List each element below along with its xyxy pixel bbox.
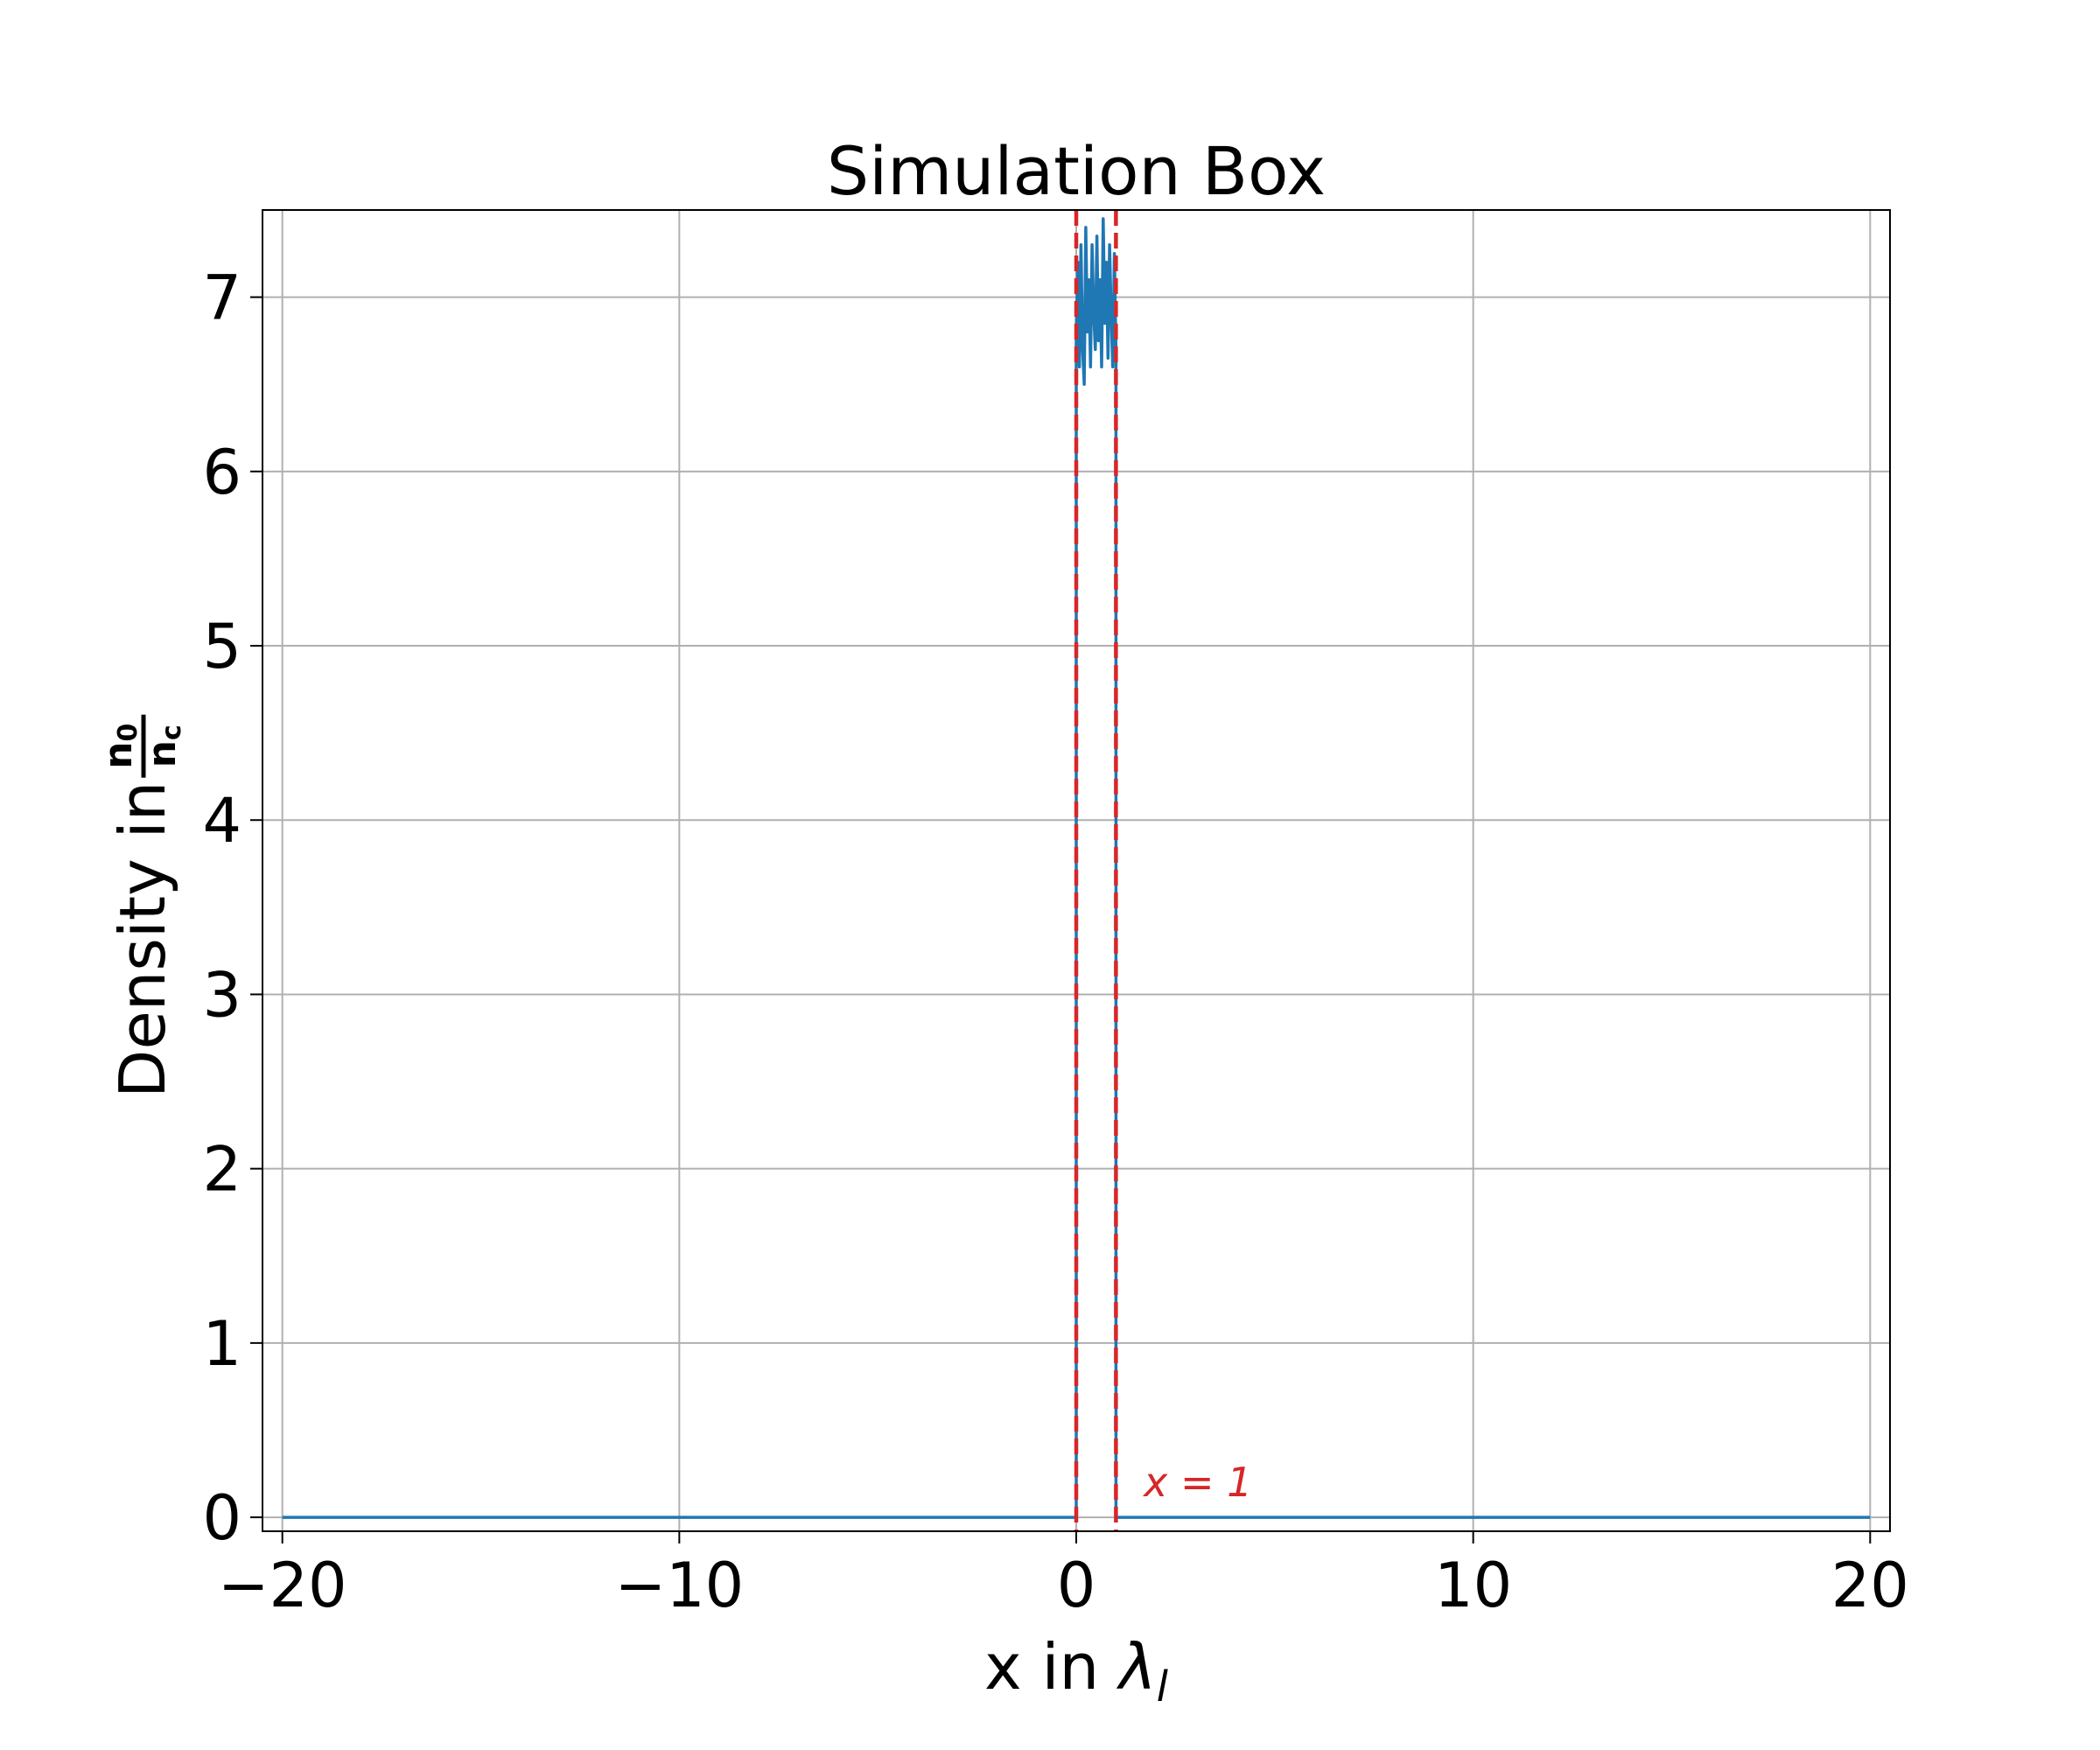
y-axis-ticks: 0 1 2 3 4 5 6 7	[202, 262, 262, 1554]
annotations: x = 1	[1142, 1459, 1252, 1506]
y-axis-title-denominator: nc	[140, 724, 187, 767]
y-tick-label: 1	[202, 1308, 242, 1380]
x-tick-label: −20	[218, 1550, 347, 1621]
x-axis-title-subscript: l	[1157, 1662, 1169, 1712]
y-tick-label: 0	[202, 1482, 242, 1554]
y-tick-label: 3	[202, 959, 242, 1031]
x-axis-ticks: −20 −10 0 10 20	[218, 1531, 1909, 1621]
x-tick-label: 20	[1831, 1550, 1909, 1621]
vline-annotation: x = 1	[1142, 1459, 1252, 1506]
x-axis-title: x in λl	[984, 1630, 1169, 1712]
x-tick-label: 10	[1434, 1550, 1512, 1621]
x-tick-label: −10	[614, 1550, 744, 1621]
chart-title: Simulation Box	[827, 132, 1326, 210]
reference-lines	[1074, 210, 1118, 1531]
y-axis-title-fraction: n0 nc	[96, 714, 187, 778]
y-tick-label: 5	[202, 611, 242, 682]
y-tick-label: 6	[202, 437, 242, 508]
y-axis-title-prefix: Density in	[106, 781, 179, 1098]
series-layer	[282, 217, 1871, 1519]
density-series-line	[282, 217, 1871, 1519]
y-axis-title: Density in n0 nc	[96, 714, 187, 1098]
x-tick-label: 0	[1057, 1550, 1096, 1621]
y-tick-label: 4	[202, 785, 242, 857]
x-axis-title-symbol: λ	[1116, 1630, 1157, 1704]
y-tick-label: 7	[202, 262, 242, 334]
y-tick-label: 2	[202, 1134, 242, 1206]
x-axis-title-prefix: x in	[984, 1630, 1119, 1704]
y-axis-title-numerator: n0	[96, 724, 144, 769]
